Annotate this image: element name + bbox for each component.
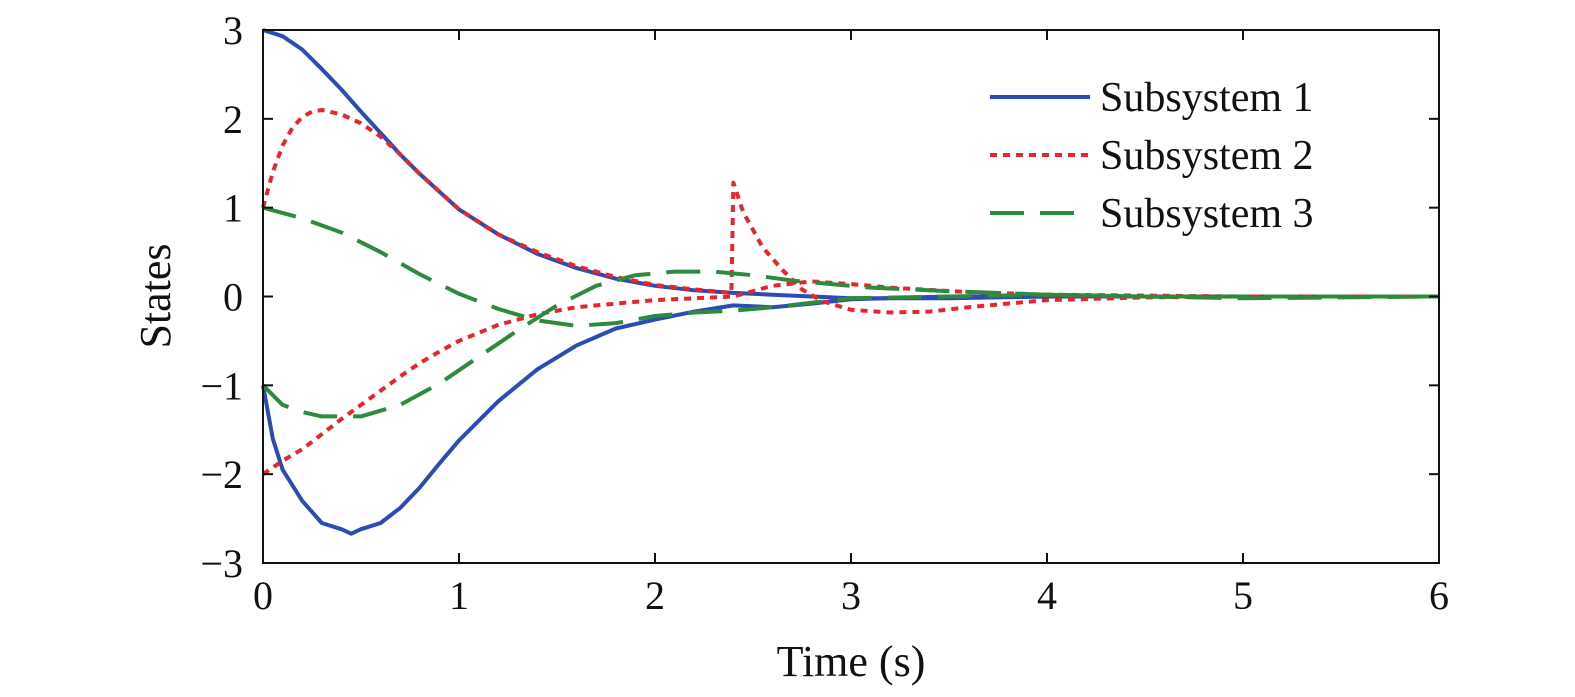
x-tick-label: 0 bbox=[253, 573, 273, 618]
legend-label-subsystem-3: Subsystem 3 bbox=[1100, 191, 1314, 237]
legend-label-subsystem-2: Subsystem 2 bbox=[1100, 133, 1314, 179]
x-tick-label: 1 bbox=[449, 573, 469, 618]
legend-label-subsystem-1: Subsystem 1 bbox=[1100, 75, 1314, 121]
x-tick-label: 3 bbox=[841, 573, 861, 618]
legend: Subsystem 1 Subsystem 2 Subsystem 3 bbox=[990, 75, 1314, 237]
y-tick-label: 1 bbox=[223, 186, 243, 231]
y-tick-label: 3 bbox=[223, 8, 243, 53]
x-tick-label: 6 bbox=[1429, 573, 1449, 618]
x-tick-label: 4 bbox=[1037, 573, 1057, 618]
y-tick-label: 2 bbox=[223, 97, 243, 142]
series-layer bbox=[261, 28, 1440, 536]
x-axis-label: Time (s) bbox=[777, 637, 926, 686]
y-tick-label: −2 bbox=[200, 452, 243, 497]
x-tick-label: 2 bbox=[645, 573, 665, 618]
x-tick-label: 5 bbox=[1233, 573, 1253, 618]
subsystem-3-line-1 bbox=[262, 205, 1440, 328]
y-tick-label: −3 bbox=[200, 541, 243, 586]
y-tick-label: −1 bbox=[200, 363, 243, 408]
subsystem-1-line-2 bbox=[261, 294, 1439, 536]
ticks-layer: 0 1 2 3 4 5 6 3 2 1 0 −1 −2 −3 bbox=[200, 8, 1449, 618]
subsystem-3-line-2 bbox=[261, 269, 1439, 419]
y-tick-label: 0 bbox=[223, 275, 243, 320]
subsystem-2-line-1 bbox=[261, 108, 1439, 315]
y-axis-label: States bbox=[131, 243, 180, 348]
